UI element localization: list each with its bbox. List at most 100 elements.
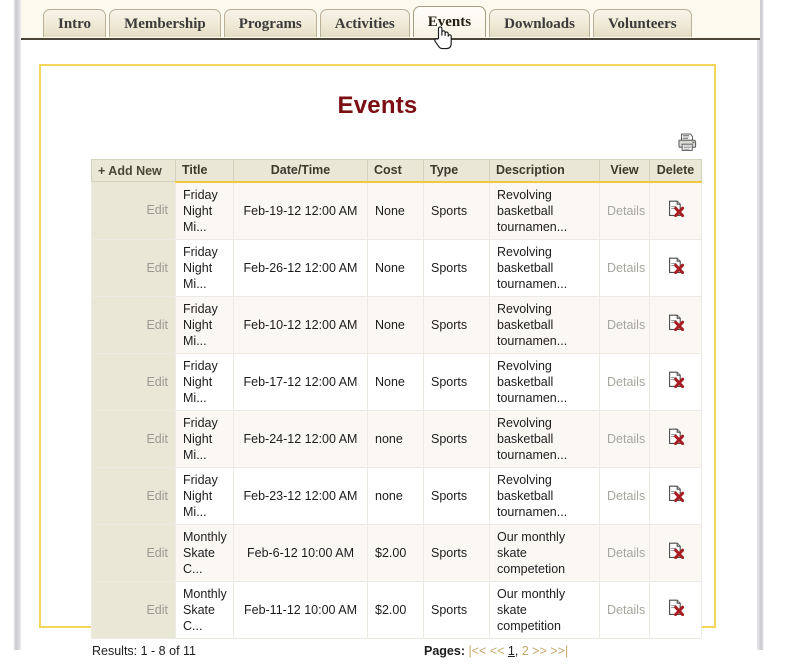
cell-description: Our monthly skate competetion xyxy=(489,524,600,582)
tab-volunteers[interactable]: Volunteers xyxy=(592,9,692,37)
details-link[interactable]: Details xyxy=(599,239,650,297)
column-header-type[interactable]: Type xyxy=(423,159,490,183)
details-link[interactable]: Details xyxy=(599,410,650,468)
tab-events[interactable]: Events xyxy=(412,6,487,37)
delete-cell[interactable] xyxy=(649,410,702,468)
printer-icon xyxy=(676,133,698,156)
details-link[interactable]: Details xyxy=(599,467,650,525)
pagination-separator: , xyxy=(514,643,519,658)
tab-bar: Intro Membership Programs Activities Events D… xyxy=(21,0,760,41)
events-grid-header: + Add New Title Date/Time Cost Type Desc… xyxy=(91,159,702,183)
table-row: Edit Friday Night Mi... Feb-19-12 12:00 AM… xyxy=(91,181,702,240)
cell-description: Revolving basketball tournamen... xyxy=(489,296,600,354)
column-header-delete[interactable]: Delete xyxy=(649,159,702,183)
pagination-first[interactable]: |<< xyxy=(468,643,487,658)
delete-cell[interactable] xyxy=(649,353,702,411)
pagination-last[interactable]: >>| xyxy=(550,643,569,658)
column-header-view[interactable]: View xyxy=(599,159,650,183)
delete-document-icon[interactable] xyxy=(668,485,684,503)
cell-datetime: Feb-10-12 12:00 AM xyxy=(233,296,368,354)
tab-list: Intro Membership Programs Activities Events D… xyxy=(43,6,692,37)
cell-cost: None xyxy=(367,181,424,240)
header-row: + Add New Title Date/Time Cost Type Desc… xyxy=(91,159,702,183)
delete-document-icon[interactable] xyxy=(668,257,684,275)
edit-link[interactable]: Edit xyxy=(91,239,176,297)
column-header-description[interactable]: Description xyxy=(489,159,600,183)
add-new-button[interactable]: + Add New xyxy=(91,159,176,182)
tab-activities[interactable]: Activities xyxy=(319,9,410,37)
cell-cost: none xyxy=(367,410,424,468)
column-header-title[interactable]: Title xyxy=(175,159,234,183)
pagination-next[interactable]: >> xyxy=(532,643,547,658)
delete-cell[interactable] xyxy=(649,467,702,525)
cell-description: Revolving basketball tournamen... xyxy=(489,239,600,297)
cell-title: Friday Night Mi... xyxy=(175,410,234,468)
delete-document-icon[interactable] xyxy=(668,200,684,218)
delete-cell[interactable] xyxy=(649,581,702,639)
delete-document-icon[interactable] xyxy=(668,542,684,560)
delete-document-icon[interactable] xyxy=(668,599,684,617)
events-grid: + Add New Title Date/Time Cost Type Desc… xyxy=(91,159,702,639)
details-link[interactable]: Details xyxy=(599,353,650,411)
tab-membership[interactable]: Membership xyxy=(109,9,221,37)
cell-title: Friday Night Mi... xyxy=(175,467,234,525)
table-row: Edit Friday Night Mi... Feb-10-12 12:00 AM… xyxy=(91,296,702,354)
details-link[interactable]: Details xyxy=(599,296,650,354)
delete-cell[interactable] xyxy=(649,181,702,240)
edit-link[interactable]: Edit xyxy=(91,353,176,411)
tab-programs[interactable]: Programs xyxy=(223,9,317,37)
tab-intro[interactable]: Intro xyxy=(43,9,107,37)
cell-description: Revolving basketball tournamen... xyxy=(489,410,600,468)
right-edge-bar xyxy=(757,0,764,650)
pagination-page-2[interactable]: 2 xyxy=(521,643,529,658)
delete-document-icon[interactable] xyxy=(668,371,684,389)
details-link[interactable]: Details xyxy=(599,181,650,240)
delete-cell[interactable] xyxy=(649,239,702,297)
edit-link[interactable]: Edit xyxy=(91,467,176,525)
column-header-datetime[interactable]: Date/Time xyxy=(233,159,368,183)
right-gutter xyxy=(757,0,785,650)
table-row: Edit Friday Night Mi... Feb-17-12 12:00 AM… xyxy=(91,353,702,411)
cell-cost: None xyxy=(367,353,424,411)
table-row: Edit Friday Night Mi... Feb-26-12 12:00 AM… xyxy=(91,239,702,297)
table-row: Edit Friday Night Mi... Feb-24-12 12:00 AM… xyxy=(91,410,702,468)
cell-type: Sports xyxy=(423,181,490,240)
edit-link[interactable]: Edit xyxy=(91,181,176,240)
cell-description: Our monthly skate competition xyxy=(489,581,600,639)
cell-datetime: Feb-11-12 10:00 AM xyxy=(233,581,368,639)
edit-link[interactable]: Edit xyxy=(91,581,176,639)
delete-document-icon[interactable] xyxy=(668,428,684,446)
cell-cost: None xyxy=(367,239,424,297)
pagination-label: Pages: xyxy=(424,643,465,658)
cell-type: Sports xyxy=(423,353,490,411)
cell-description: Revolving basketball tournamen... xyxy=(489,181,600,240)
pagination-prev[interactable]: << xyxy=(489,643,505,658)
edit-link[interactable]: Edit xyxy=(91,524,176,582)
column-header-cost[interactable]: Cost xyxy=(367,159,424,183)
print-button[interactable] xyxy=(676,132,706,156)
cell-cost: none xyxy=(367,467,424,525)
edit-link[interactable]: Edit xyxy=(91,410,176,468)
cell-title: Friday Night Mi... xyxy=(175,239,234,297)
cell-title: Friday Night Mi... xyxy=(175,296,234,354)
cell-description: Revolving basketball tournamen... xyxy=(489,467,600,525)
cell-type: Sports xyxy=(423,410,490,468)
cell-type: Sports xyxy=(423,524,490,582)
page-title: Events xyxy=(337,92,418,119)
table-row: Edit Monthly Skate C... Feb-11-12 10:00 AM… xyxy=(91,581,702,639)
grid-footer: Results: 1 - 8 of 11 Pages: |<< << 1, 2 … xyxy=(91,639,701,665)
details-link[interactable]: Details xyxy=(599,581,650,639)
content-panel: Events + Add New Title Date/Time Cost Ty xyxy=(39,64,716,658)
left-edge-bar xyxy=(13,0,21,650)
cell-datetime: Feb-17-12 12:00 AM xyxy=(233,353,368,411)
delete-cell[interactable] xyxy=(649,296,702,354)
edit-link[interactable]: Edit xyxy=(91,296,176,354)
delete-cell[interactable] xyxy=(649,524,702,582)
results-count: Results: 1 - 8 of 11 xyxy=(92,643,196,658)
cell-cost: $2.00 xyxy=(367,524,424,582)
cell-type: Sports xyxy=(423,581,490,639)
delete-document-icon[interactable] xyxy=(668,314,684,332)
tab-downloads[interactable]: Downloads xyxy=(489,9,590,37)
cell-type: Sports xyxy=(423,467,490,525)
details-link[interactable]: Details xyxy=(599,524,650,582)
